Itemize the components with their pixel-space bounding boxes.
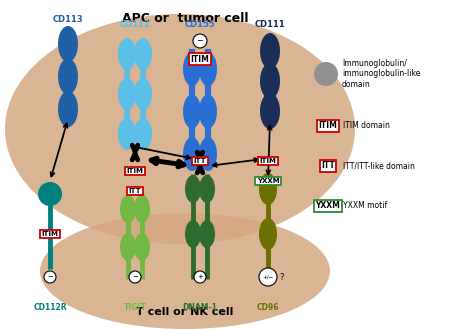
Ellipse shape xyxy=(40,213,330,329)
Text: Immunoglobulin/
immunoglobulin-like
domain: Immunoglobulin/ immunoglobulin-like doma… xyxy=(342,59,420,89)
Ellipse shape xyxy=(118,38,136,70)
Ellipse shape xyxy=(199,220,215,248)
Ellipse shape xyxy=(120,195,136,223)
Ellipse shape xyxy=(118,78,136,110)
Text: CD96: CD96 xyxy=(257,302,279,312)
Circle shape xyxy=(129,271,141,283)
Text: −: − xyxy=(132,274,138,280)
Ellipse shape xyxy=(259,173,277,205)
Text: YXXM motif: YXXM motif xyxy=(343,201,387,211)
Circle shape xyxy=(194,271,206,283)
Ellipse shape xyxy=(183,52,201,86)
Text: CD111: CD111 xyxy=(255,20,285,29)
Circle shape xyxy=(38,182,62,206)
Ellipse shape xyxy=(134,38,152,70)
Ellipse shape xyxy=(199,94,217,129)
Ellipse shape xyxy=(260,63,280,99)
Text: +/−: +/− xyxy=(263,274,273,280)
Text: CD113: CD113 xyxy=(53,15,83,24)
Text: ITT: ITT xyxy=(194,158,206,164)
Ellipse shape xyxy=(118,118,136,150)
Text: CD112: CD112 xyxy=(119,20,150,29)
Ellipse shape xyxy=(58,26,78,62)
Text: ITIM: ITIM xyxy=(127,168,144,174)
Text: −: − xyxy=(197,37,203,45)
Ellipse shape xyxy=(199,175,215,203)
Ellipse shape xyxy=(199,52,217,86)
Text: +: + xyxy=(197,274,203,280)
Ellipse shape xyxy=(120,233,136,261)
Text: ITIM domain: ITIM domain xyxy=(343,121,390,131)
Text: APC or  tumor cell: APC or tumor cell xyxy=(122,12,248,25)
Ellipse shape xyxy=(260,93,280,129)
Text: ITT: ITT xyxy=(128,188,141,194)
Text: DNAM-1: DNAM-1 xyxy=(182,302,218,312)
Text: ?: ? xyxy=(279,272,283,282)
Text: ITIM: ITIM xyxy=(319,121,337,131)
Ellipse shape xyxy=(260,33,280,69)
Text: ITIM: ITIM xyxy=(260,158,276,164)
Text: ITT/ITT-like domain: ITT/ITT-like domain xyxy=(343,162,415,170)
Ellipse shape xyxy=(134,233,150,261)
Circle shape xyxy=(314,62,338,86)
Ellipse shape xyxy=(183,137,201,171)
Ellipse shape xyxy=(185,220,201,248)
Ellipse shape xyxy=(134,118,152,150)
Ellipse shape xyxy=(199,137,217,171)
Text: YXXM: YXXM xyxy=(316,201,340,211)
Text: ITT: ITT xyxy=(321,162,335,170)
Ellipse shape xyxy=(58,91,78,127)
Ellipse shape xyxy=(185,175,201,203)
Ellipse shape xyxy=(134,78,152,110)
Ellipse shape xyxy=(259,218,277,250)
Text: ITIM: ITIM xyxy=(42,231,58,237)
Ellipse shape xyxy=(58,59,78,94)
Text: −: − xyxy=(47,274,53,280)
Ellipse shape xyxy=(5,14,355,244)
Text: TIGIT: TIGIT xyxy=(124,302,146,312)
Circle shape xyxy=(259,268,277,286)
Text: T cell or NK cell: T cell or NK cell xyxy=(137,307,234,317)
Text: CD112R: CD112R xyxy=(33,302,67,312)
Text: CD155: CD155 xyxy=(185,20,215,29)
Text: ITIM: ITIM xyxy=(191,55,210,63)
Ellipse shape xyxy=(134,195,150,223)
Circle shape xyxy=(193,34,207,48)
Ellipse shape xyxy=(183,94,201,129)
Circle shape xyxy=(44,271,56,283)
Text: YXXM: YXXM xyxy=(257,178,279,184)
